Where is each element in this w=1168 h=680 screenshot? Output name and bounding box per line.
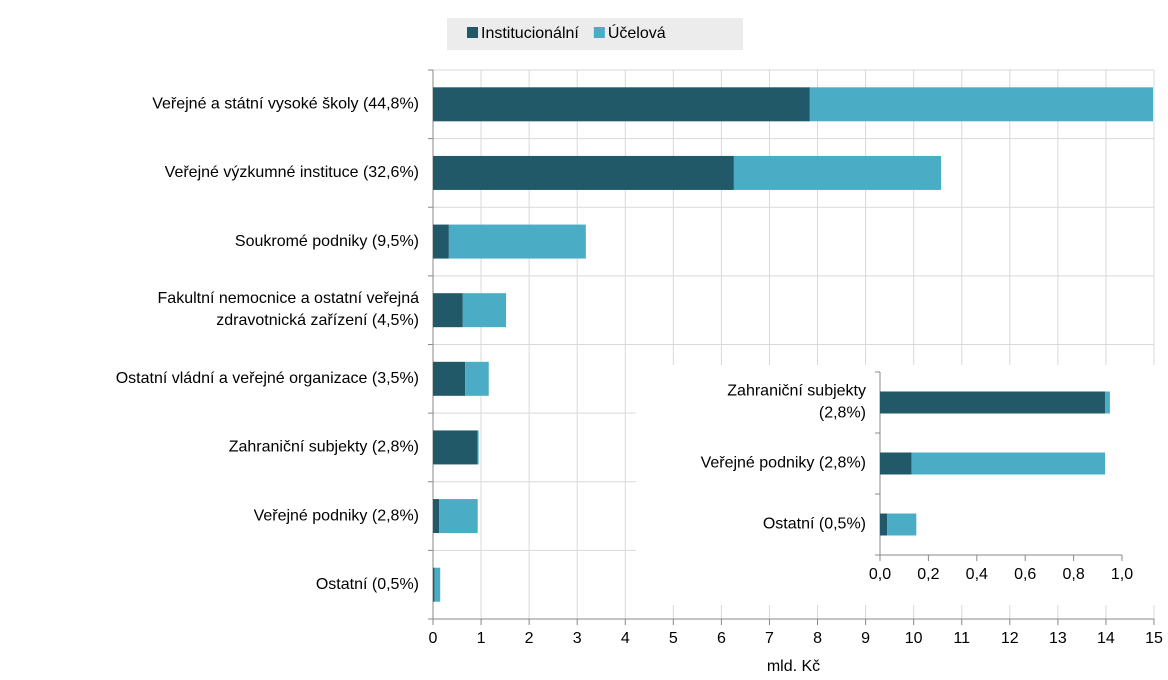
bar <box>733 155 942 190</box>
x-tick-label: 0,6 <box>1014 566 1036 583</box>
bar <box>448 224 586 259</box>
y-tick-label: Ostatní (0,5%) <box>763 516 866 533</box>
bar <box>477 430 479 465</box>
x-axis-label: mld. Kč <box>767 658 820 675</box>
bar <box>880 391 1106 414</box>
bar <box>433 430 478 465</box>
y-tick-label: Zahraniční subjekty (2,8%) <box>229 439 419 456</box>
x-tick-label: 14 <box>1097 630 1115 647</box>
x-tick-label: 0 <box>429 630 438 647</box>
bar <box>1105 391 1110 414</box>
bar <box>433 224 449 259</box>
x-tick-label: 2 <box>525 630 534 647</box>
bar <box>880 452 912 475</box>
x-tick-label: 3 <box>573 630 582 647</box>
y-tick-label: Veřejné podniky (2,8%) <box>254 507 419 524</box>
y-tick-label: Fakultní nemocnice a ostatní veřejná zdra… <box>158 290 420 329</box>
y-tick-label: Veřejné a státní vysoké školy (44,8%) <box>152 96 419 113</box>
x-tick-label: 1 <box>477 630 486 647</box>
bar <box>809 87 1154 122</box>
bar <box>433 567 435 602</box>
x-tick-label: 13 <box>1049 630 1067 647</box>
x-tick-label: 7 <box>765 630 774 647</box>
legend-swatch <box>593 27 605 38</box>
legend-label: Institucionální <box>481 25 579 42</box>
bar <box>433 361 466 396</box>
bar <box>911 452 1106 475</box>
x-tick-label: 0,4 <box>966 566 988 583</box>
x-tick-label: 11 <box>953 630 970 647</box>
y-tick-label: Veřejné podniky (2,8%) <box>701 455 866 472</box>
bar <box>465 361 489 396</box>
x-tick-label: 0,0 <box>869 566 891 583</box>
bar <box>887 513 917 536</box>
x-tick-label: 5 <box>669 630 678 647</box>
x-tick-label: 1,0 <box>1111 566 1133 583</box>
legend-swatch <box>467 27 478 38</box>
x-tick-label: 15 <box>1145 630 1163 647</box>
y-tick-label: Veřejné výzkumné instituce (32,6%) <box>165 164 419 181</box>
x-tick-label: 6 <box>717 630 726 647</box>
x-tick-label: 10 <box>905 630 923 647</box>
bar <box>880 513 888 536</box>
bar <box>433 499 440 534</box>
x-tick-label: 4 <box>621 630 630 647</box>
y-tick-label: Soukromé podniky (9,5%) <box>235 233 419 250</box>
bar <box>462 293 507 328</box>
inset-chart: 0,0 0,2 0,4 0,6 0,8 1,0 Zahraniční subjekty (2,… <box>701 371 1133 583</box>
bar <box>433 293 463 328</box>
bar <box>433 155 734 190</box>
y-tick-label: Ostatní (0,5%) <box>316 576 419 593</box>
x-tick-label: 0,8 <box>1062 566 1084 583</box>
x-tick-label: 0,2 <box>917 566 939 583</box>
y-tick-label: Ostatní vládní a veřejné organizace (3,5… <box>116 370 419 387</box>
bar <box>439 499 478 534</box>
legend-label: Účelová <box>608 23 666 42</box>
x-tick-label: 8 <box>813 630 822 647</box>
x-tick-label: 12 <box>1001 630 1019 647</box>
bar <box>433 87 810 122</box>
bar <box>434 567 441 602</box>
y-tick-label: Zahraniční subjekty (2,8%) <box>727 383 866 422</box>
x-tick-label: 9 <box>861 630 870 647</box>
